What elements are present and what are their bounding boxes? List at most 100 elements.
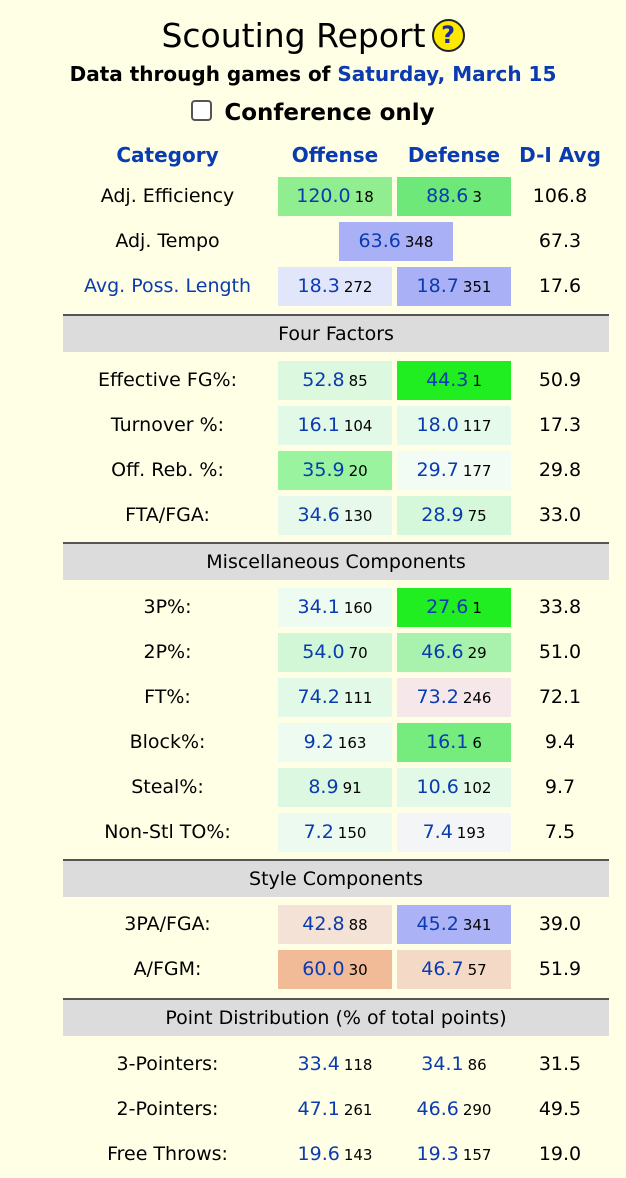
stat-rank: 130 [343, 507, 373, 525]
stat-value[interactable]: 42.8 [302, 913, 345, 935]
offense-cell: 8.9 91 [278, 768, 392, 807]
combined-stat-cell: 63.6 348 [339, 222, 453, 261]
conference-only-checkbox[interactable] [191, 100, 213, 121]
stat-value[interactable]: 45.2 [416, 913, 459, 935]
stat-value[interactable]: 46.6 [416, 1098, 459, 1120]
section-header: Style Components [63, 859, 609, 897]
stat-value[interactable]: 47.1 [297, 1098, 340, 1120]
stat-value[interactable]: 7.2 [303, 821, 334, 843]
stat-value[interactable]: 9.2 [303, 731, 334, 753]
d1-average: 9.7 [544, 776, 576, 798]
stat-value[interactable]: 46.6 [421, 641, 464, 663]
d1-average: 7.5 [544, 821, 576, 843]
row-label[interactable]: Avg. Poss. Length [83, 275, 252, 297]
d1-average: 9.4 [544, 731, 576, 753]
stat-value[interactable]: 18.0 [416, 414, 459, 436]
defense-cell: 10.6 102 [397, 768, 511, 807]
stat-value[interactable]: 7.4 [422, 821, 453, 843]
offense-cell: 42.8 88 [278, 905, 392, 944]
row-label: Turnover %: [110, 414, 225, 436]
stat-value[interactable]: 8.9 [308, 776, 339, 798]
stat-value[interactable]: 46.7 [421, 958, 464, 980]
stat-rank: 86 [467, 1056, 487, 1074]
defense-cell: 34.1 86 [397, 1045, 511, 1084]
offense-cell: 16.1 104 [278, 406, 392, 445]
offense-cell: 9.2 163 [278, 723, 392, 762]
d1-average: 50.9 [538, 369, 582, 391]
stat-value[interactable]: 34.6 [297, 504, 340, 526]
row-label: FTA/FGA: [125, 504, 210, 526]
stat-value[interactable]: 28.9 [421, 504, 464, 526]
stat-value[interactable]: 34.1 [421, 1053, 464, 1075]
help-icon[interactable]: ? [431, 19, 465, 52]
stat-value[interactable]: 34.1 [297, 596, 340, 618]
stat-value[interactable]: 10.6 [416, 776, 459, 798]
subtitle-prefix: Data through games of [69, 62, 331, 86]
stat-value[interactable]: 73.2 [416, 686, 459, 708]
date-link[interactable]: Saturday, March 15 [337, 62, 557, 86]
row-label: Steal%: [131, 776, 204, 798]
stat-rank: 118 [343, 1056, 373, 1074]
defense-cell: 18.7 351 [397, 267, 511, 306]
stat-rank: 341 [462, 916, 492, 934]
stat-value[interactable]: 16.1 [426, 731, 469, 753]
stat-value[interactable]: 44.3 [426, 369, 469, 391]
stat-rank: 102 [462, 779, 492, 797]
stat-rank: 261 [343, 1101, 373, 1119]
stat-value[interactable]: 18.7 [416, 275, 459, 297]
section-header: Miscellaneous Components [63, 542, 609, 580]
conference-only-toggle[interactable]: Conference only [0, 96, 626, 130]
column-header-defense[interactable]: Defense [407, 143, 501, 167]
d1-average: 106.8 [532, 185, 588, 207]
stat-value[interactable]: 16.1 [297, 414, 340, 436]
stat-value[interactable]: 54.0 [302, 641, 345, 663]
d1-average: 31.5 [538, 1053, 582, 1075]
stat-rank: 348 [404, 233, 434, 251]
d1-average: 17.3 [538, 414, 582, 436]
stat-rank: 1 [472, 599, 482, 617]
stat-value[interactable]: 120.0 [296, 185, 351, 207]
defense-cell: 73.2 246 [397, 678, 511, 717]
defense-cell: 7.4 193 [397, 813, 511, 852]
d1-average: 17.6 [538, 275, 582, 297]
stat-rank: 57 [467, 961, 487, 979]
offense-cell: 34.1 160 [278, 588, 392, 627]
defense-cell: 44.3 1 [397, 361, 511, 400]
stat-value[interactable]: 27.6 [426, 596, 469, 618]
row-label: 3PA/FGA: [124, 913, 211, 935]
stat-value[interactable]: 19.3 [416, 1143, 459, 1165]
stat-value[interactable]: 88.6 [426, 185, 469, 207]
stat-value[interactable]: 18.3 [297, 275, 340, 297]
column-header-d1-avg[interactable]: D-I Avg [519, 143, 601, 167]
stat-value[interactable]: 63.6 [358, 230, 401, 252]
column-header-category[interactable]: Category [116, 143, 219, 167]
data-through-line: Data through games of Saturday, March 15 [0, 60, 626, 88]
offense-cell: 18.3 272 [278, 267, 392, 306]
offense-cell: 34.6 130 [278, 496, 392, 535]
offense-cell: 74.2 111 [278, 678, 392, 717]
stat-value[interactable]: 33.4 [297, 1053, 340, 1075]
stat-rank: 177 [462, 462, 492, 480]
offense-cell: 19.6 143 [278, 1135, 392, 1174]
stat-rank: 91 [342, 779, 362, 797]
d1-average: 51.9 [538, 958, 582, 980]
conference-only-label: Conference only [224, 100, 435, 126]
row-label: A/FGM: [133, 958, 202, 980]
stat-rank: 29 [467, 644, 487, 662]
column-header-offense[interactable]: Offense [291, 143, 379, 167]
stat-rank: 30 [348, 961, 368, 979]
defense-cell: 16.1 6 [397, 723, 511, 762]
row-label: 3P%: [143, 596, 192, 618]
d1-average: 49.5 [538, 1098, 582, 1120]
page-title: Scouting Report? [0, 14, 626, 58]
row-label: Non-Stl TO%: [104, 821, 231, 843]
stat-value[interactable]: 29.7 [416, 459, 459, 481]
stat-value[interactable]: 52.8 [302, 369, 345, 391]
stat-value[interactable]: 60.0 [302, 958, 345, 980]
stat-value[interactable]: 74.2 [297, 686, 340, 708]
section-header: Four Factors [63, 314, 609, 352]
defense-cell: 88.6 3 [397, 177, 511, 216]
row-label: Effective FG%: [97, 369, 238, 391]
stat-value[interactable]: 35.9 [302, 459, 345, 481]
stat-value[interactable]: 19.6 [297, 1143, 340, 1165]
